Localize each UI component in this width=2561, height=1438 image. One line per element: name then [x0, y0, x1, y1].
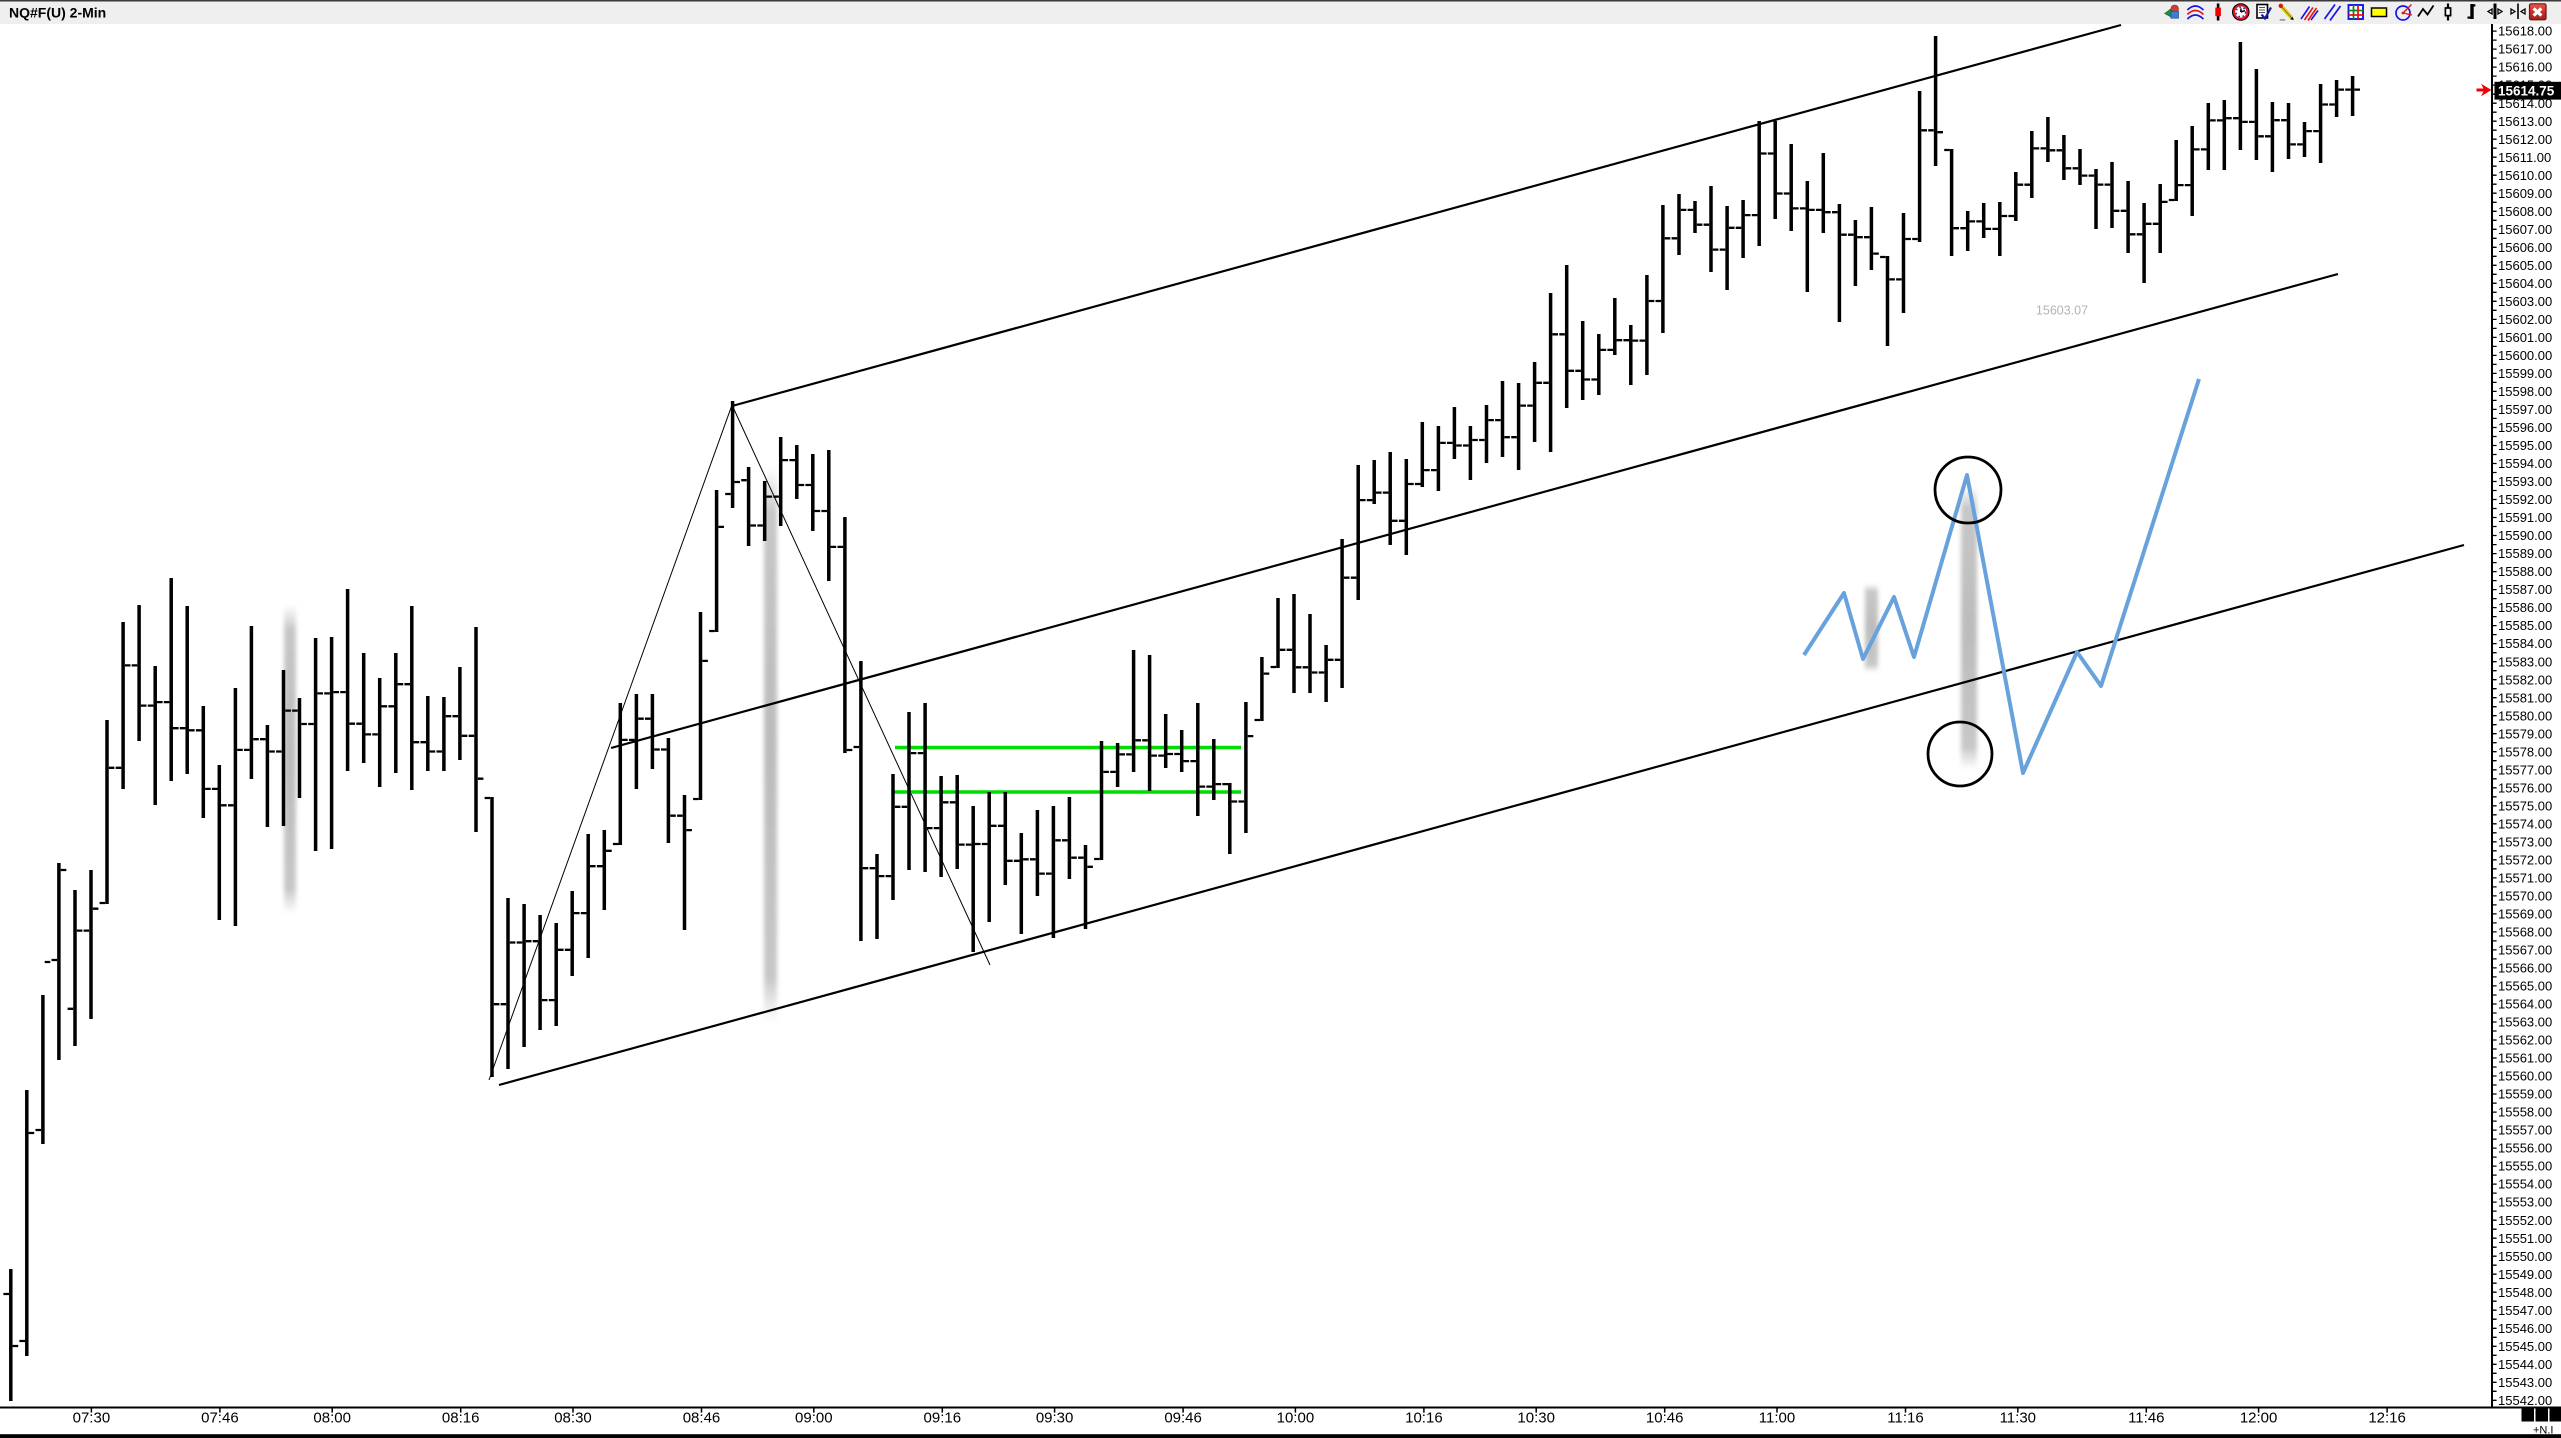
svg-text:15550.00: 15550.00 — [2498, 1249, 2552, 1264]
svg-text:15559.00: 15559.00 — [2498, 1087, 2552, 1102]
svg-text:15545.00: 15545.00 — [2498, 1339, 2552, 1354]
svg-text:15549.00: 15549.00 — [2498, 1267, 2552, 1282]
svg-text:15575.00: 15575.00 — [2498, 798, 2552, 813]
svg-text:15601.00: 15601.00 — [2498, 330, 2552, 345]
svg-text:15553.00: 15553.00 — [2498, 1195, 2552, 1210]
svg-text:11:30: 11:30 — [2000, 1410, 2036, 1427]
svg-text:15602.00: 15602.00 — [2498, 312, 2552, 327]
svg-text:11:16: 11:16 — [1887, 1410, 1923, 1427]
svg-text:15584.00: 15584.00 — [2498, 636, 2552, 651]
svg-text:15562.00: 15562.00 — [2498, 1033, 2552, 1048]
svg-text:15585.00: 15585.00 — [2498, 618, 2552, 633]
svg-text:15560.00: 15560.00 — [2498, 1069, 2552, 1084]
svg-text:15597.00: 15597.00 — [2498, 402, 2552, 417]
svg-text:08:00: 08:00 — [313, 1410, 351, 1427]
svg-text:15580.00: 15580.00 — [2498, 708, 2552, 723]
svg-text:15548.00: 15548.00 — [2498, 1285, 2552, 1300]
svg-text:15603.07: 15603.07 — [2036, 304, 2088, 318]
svg-text:15581.00: 15581.00 — [2498, 690, 2552, 705]
svg-text:15564.00: 15564.00 — [2498, 997, 2552, 1012]
svg-text:15614.75: 15614.75 — [2498, 84, 2555, 99]
svg-text:15598.00: 15598.00 — [2498, 384, 2552, 399]
svg-text:15558.00: 15558.00 — [2498, 1105, 2552, 1120]
svg-text:15544.00: 15544.00 — [2498, 1357, 2552, 1372]
svg-text:15542.00: 15542.00 — [2498, 1393, 2552, 1408]
svg-text:15570.00: 15570.00 — [2498, 889, 2552, 904]
svg-text:07:30: 07:30 — [73, 1410, 111, 1427]
svg-text:15551.00: 15551.00 — [2498, 1231, 2552, 1246]
svg-text:15568.00: 15568.00 — [2498, 925, 2552, 940]
svg-text:15572.00: 15572.00 — [2498, 852, 2552, 867]
svg-text:08:30: 08:30 — [554, 1410, 592, 1427]
svg-text:11:46: 11:46 — [2128, 1410, 2164, 1427]
svg-text:15616.00: 15616.00 — [2498, 60, 2552, 75]
svg-text:15577.00: 15577.00 — [2498, 762, 2552, 777]
svg-text:08:46: 08:46 — [683, 1410, 721, 1427]
svg-text:15594.00: 15594.00 — [2498, 456, 2552, 471]
svg-text:09:46: 09:46 — [1164, 1410, 1202, 1427]
svg-text:10:30: 10:30 — [1517, 1410, 1555, 1427]
svg-text:15593.00: 15593.00 — [2498, 474, 2552, 489]
svg-text:15595.00: 15595.00 — [2498, 438, 2552, 453]
svg-text:15557.00: 15557.00 — [2498, 1123, 2552, 1138]
svg-text:12:16: 12:16 — [2368, 1410, 2406, 1427]
svg-text:15610.00: 15610.00 — [2498, 168, 2552, 183]
svg-text:15574.00: 15574.00 — [2498, 816, 2552, 831]
svg-text:15586.00: 15586.00 — [2498, 600, 2552, 615]
svg-text:15596.00: 15596.00 — [2498, 420, 2552, 435]
svg-text:15555.00: 15555.00 — [2498, 1159, 2552, 1174]
svg-text:15604.00: 15604.00 — [2498, 276, 2552, 291]
svg-text:15617.00: 15617.00 — [2498, 42, 2552, 57]
svg-text:15618.00: 15618.00 — [2498, 24, 2552, 39]
svg-text:15582.00: 15582.00 — [2498, 672, 2552, 687]
svg-text:15573.00: 15573.00 — [2498, 834, 2552, 849]
svg-text:10:16: 10:16 — [1405, 1410, 1443, 1427]
svg-text:15583.00: 15583.00 — [2498, 654, 2552, 669]
svg-text:07:46: 07:46 — [201, 1410, 239, 1427]
svg-text:15603.00: 15603.00 — [2498, 294, 2552, 309]
svg-text:15578.00: 15578.00 — [2498, 744, 2552, 759]
svg-text:15565.00: 15565.00 — [2498, 979, 2552, 994]
svg-text:15592.00: 15592.00 — [2498, 492, 2552, 507]
svg-text:15611.00: 15611.00 — [2498, 150, 2551, 165]
svg-text:15569.00: 15569.00 — [2498, 907, 2552, 922]
svg-text:15546.00: 15546.00 — [2498, 1321, 2552, 1336]
svg-text:15543.00: 15543.00 — [2498, 1375, 2552, 1390]
svg-text:15561.00: 15561.00 — [2498, 1051, 2552, 1066]
svg-text:15608.00: 15608.00 — [2498, 204, 2552, 219]
svg-text:15606.00: 15606.00 — [2498, 240, 2552, 255]
svg-text:NQ#F(U) 2-Min: NQ#F(U) 2-Min — [9, 5, 106, 21]
svg-text:15588.00: 15588.00 — [2498, 564, 2552, 579]
svg-text:15556.00: 15556.00 — [2498, 1141, 2552, 1156]
svg-text:09:00: 09:00 — [795, 1410, 833, 1427]
svg-text:15591.00: 15591.00 — [2498, 510, 2552, 525]
svg-text:11:00: 11:00 — [1759, 1410, 1795, 1427]
svg-text:15609.00: 15609.00 — [2498, 186, 2552, 201]
svg-text:15563.00: 15563.00 — [2498, 1015, 2552, 1030]
svg-text:15607.00: 15607.00 — [2498, 222, 2552, 237]
svg-text:09:30: 09:30 — [1036, 1410, 1074, 1427]
svg-text:15547.00: 15547.00 — [2498, 1303, 2552, 1318]
svg-text:10:00: 10:00 — [1277, 1410, 1315, 1427]
svg-text:15600.00: 15600.00 — [2498, 348, 2552, 363]
svg-text:15605.00: 15605.00 — [2498, 258, 2552, 273]
svg-text:10:46: 10:46 — [1646, 1410, 1684, 1427]
svg-text:09:16: 09:16 — [924, 1410, 962, 1427]
svg-text:15590.00: 15590.00 — [2498, 528, 2552, 543]
svg-text:15576.00: 15576.00 — [2498, 780, 2552, 795]
svg-text:15567.00: 15567.00 — [2498, 943, 2552, 958]
svg-text:15587.00: 15587.00 — [2498, 582, 2552, 597]
svg-text:15554.00: 15554.00 — [2498, 1177, 2552, 1192]
svg-text:15566.00: 15566.00 — [2498, 961, 2552, 976]
svg-text:15552.00: 15552.00 — [2498, 1213, 2552, 1228]
svg-text:12:00: 12:00 — [2240, 1410, 2278, 1427]
svg-text:15612.00: 15612.00 — [2498, 132, 2552, 147]
svg-text:15599.00: 15599.00 — [2498, 366, 2552, 381]
svg-text:15613.00: 15613.00 — [2498, 114, 2552, 129]
svg-text:15571.00: 15571.00 — [2498, 871, 2552, 886]
svg-text:+N.I: +N.I — [2533, 1425, 2553, 1437]
svg-text:08:16: 08:16 — [442, 1410, 480, 1427]
svg-text:15589.00: 15589.00 — [2498, 546, 2552, 561]
svg-text:15579.00: 15579.00 — [2498, 726, 2552, 741]
